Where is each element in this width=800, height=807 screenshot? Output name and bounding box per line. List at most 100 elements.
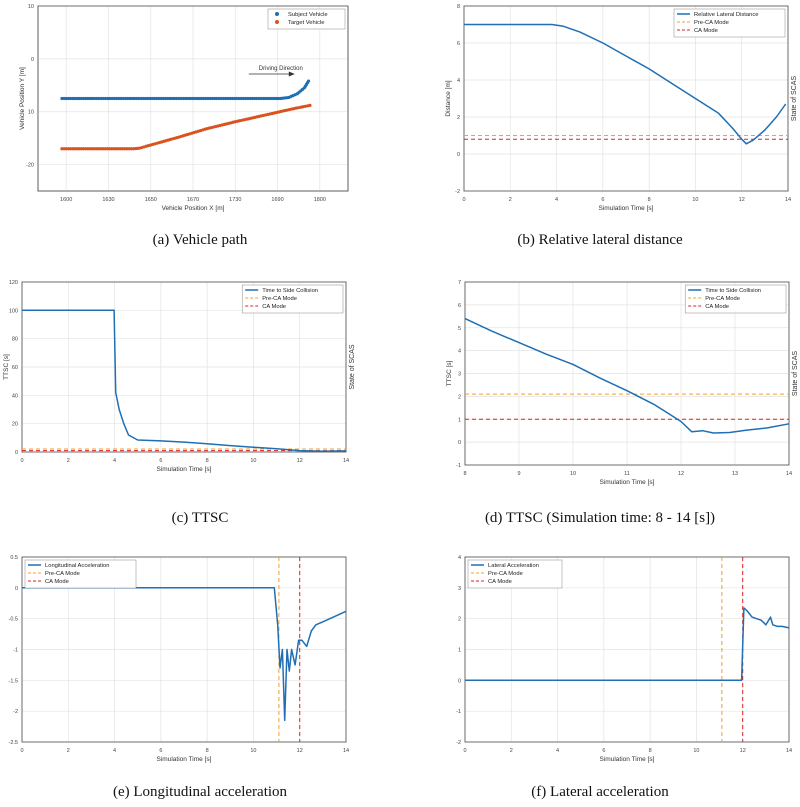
x-tick-label: 10 bbox=[250, 748, 256, 754]
y-tick-label: 100 bbox=[9, 308, 18, 314]
caption-e: (e) Longitudinal acceleration bbox=[112, 784, 288, 800]
x-tick-label: 1690 bbox=[271, 197, 283, 203]
series-point bbox=[106, 96, 110, 101]
series-point bbox=[150, 96, 154, 101]
y-tick-label: 1 bbox=[458, 648, 461, 654]
series-point bbox=[177, 96, 181, 101]
y-tick-label: 60 bbox=[12, 365, 18, 371]
caption-a: (a) Vehicle path bbox=[152, 232, 248, 248]
series-point bbox=[248, 96, 252, 101]
x-tick-label: 14 bbox=[785, 197, 791, 203]
y-tick-label: -1 bbox=[456, 463, 461, 469]
y-tick-label: 2 bbox=[458, 617, 461, 623]
y-tick-label: 0.5 bbox=[10, 555, 18, 561]
y-axis-label: Distance [m] bbox=[445, 80, 452, 116]
x-tick-label: 0 bbox=[462, 197, 465, 203]
x-tick-label: 2 bbox=[509, 197, 512, 203]
y-tick-label: 40 bbox=[12, 393, 18, 399]
series-point bbox=[239, 96, 243, 101]
x-tick-label: 10 bbox=[250, 458, 256, 464]
x-tick-label: 9 bbox=[517, 471, 520, 477]
series-point bbox=[101, 96, 105, 101]
series-point bbox=[115, 96, 119, 101]
series-point bbox=[143, 96, 148, 101]
y-tick-label: -20 bbox=[26, 163, 34, 169]
y2-axis-label: State of SCAS bbox=[792, 351, 799, 396]
chart-e: 0 2 4 6 8 10 12 14 -2.5 -2 -1.5 -1 -0.5 0 0.5 Simulatio… bbox=[9, 555, 350, 763]
series-point bbox=[208, 96, 212, 101]
series-point bbox=[139, 96, 143, 101]
series-line bbox=[465, 607, 790, 682]
y2-axis-label: State of SCAS bbox=[791, 76, 798, 121]
legend-label: CA Mode bbox=[262, 304, 286, 310]
series-point bbox=[123, 96, 128, 101]
x-tick-label: 8 bbox=[206, 458, 209, 464]
y-tick-label: 0 bbox=[458, 440, 461, 446]
x-tick-label: 6 bbox=[601, 197, 604, 203]
series-point bbox=[117, 96, 121, 101]
x-tick-label: 4 bbox=[113, 458, 116, 464]
legend-label: CA Mode bbox=[694, 28, 718, 34]
caption-b: (b) Relative lateral distance bbox=[517, 232, 683, 248]
series-point bbox=[92, 96, 96, 101]
series-point bbox=[259, 96, 263, 101]
y-tick-label: -2 bbox=[455, 189, 460, 195]
legend-box bbox=[241, 284, 344, 314]
series-point bbox=[308, 103, 312, 107]
series-point bbox=[97, 96, 101, 101]
x-tick-label: 14 bbox=[343, 458, 349, 464]
legend-label: CA Mode bbox=[705, 304, 729, 310]
series-point bbox=[110, 96, 114, 101]
x-tick-label: 1630 bbox=[102, 197, 114, 203]
series-point bbox=[132, 96, 137, 101]
x-tick-label: 8 bbox=[649, 748, 652, 754]
series-point bbox=[170, 96, 174, 101]
y-tick-label: -2.5 bbox=[9, 740, 18, 746]
legend-label: Time to Side Collision bbox=[262, 288, 318, 294]
plot-border bbox=[37, 5, 349, 192]
series-point bbox=[190, 96, 194, 101]
x-tick-label: 4 bbox=[555, 197, 558, 203]
series-point bbox=[129, 147, 134, 151]
x-tick-label: 14 bbox=[786, 471, 792, 477]
x-tick-label: 10 bbox=[693, 748, 699, 754]
series-point bbox=[183, 96, 188, 101]
series-point bbox=[224, 96, 228, 101]
x-tick-label: 2 bbox=[67, 458, 70, 464]
y-tick-label: 10 bbox=[28, 110, 34, 116]
series-line bbox=[464, 317, 790, 434]
x-tick-label: 12 bbox=[678, 471, 684, 477]
x-axis-label: Simulation Time [s] bbox=[599, 205, 654, 212]
x-tick-label: 14 bbox=[786, 748, 792, 754]
legend-label: Pre-CA Mode bbox=[488, 571, 523, 577]
x-tick-label: 12 bbox=[739, 197, 745, 203]
series-point bbox=[204, 96, 208, 101]
series-point bbox=[119, 96, 123, 101]
annotation-arrowhead bbox=[288, 71, 295, 77]
legend-label: Pre-CA Mode bbox=[705, 296, 740, 302]
series-point bbox=[306, 79, 311, 83]
series-point bbox=[188, 96, 192, 101]
series-point bbox=[168, 96, 172, 101]
series-point bbox=[181, 96, 185, 101]
series-line bbox=[22, 587, 347, 722]
x-axis-label: Simulation Time [s] bbox=[157, 756, 212, 763]
series-point bbox=[125, 147, 129, 151]
y-axis-label: TTSC [s] bbox=[3, 354, 10, 380]
series-point bbox=[197, 96, 201, 101]
series-point bbox=[148, 96, 152, 101]
series-point bbox=[94, 96, 99, 101]
x-axis-label: Vehicle Position X [m] bbox=[162, 205, 225, 212]
x-tick-label: 14 bbox=[343, 748, 349, 754]
series-point bbox=[252, 96, 257, 101]
legend-label: Pre-CA Mode bbox=[262, 296, 297, 302]
y-tick-label: 4 bbox=[457, 78, 460, 84]
chart-c: 0 2 4 6 8 10 12 14 0 20 40 60 80 100 120 Simulation Tim… bbox=[3, 280, 356, 473]
x-tick-label: 6 bbox=[159, 458, 162, 464]
x-tick-label: 11 bbox=[624, 471, 630, 477]
legend-label: Pre-CA Mode bbox=[694, 20, 729, 26]
y-tick-label: 8 bbox=[457, 4, 460, 10]
x-tick-label: 4 bbox=[113, 748, 116, 754]
